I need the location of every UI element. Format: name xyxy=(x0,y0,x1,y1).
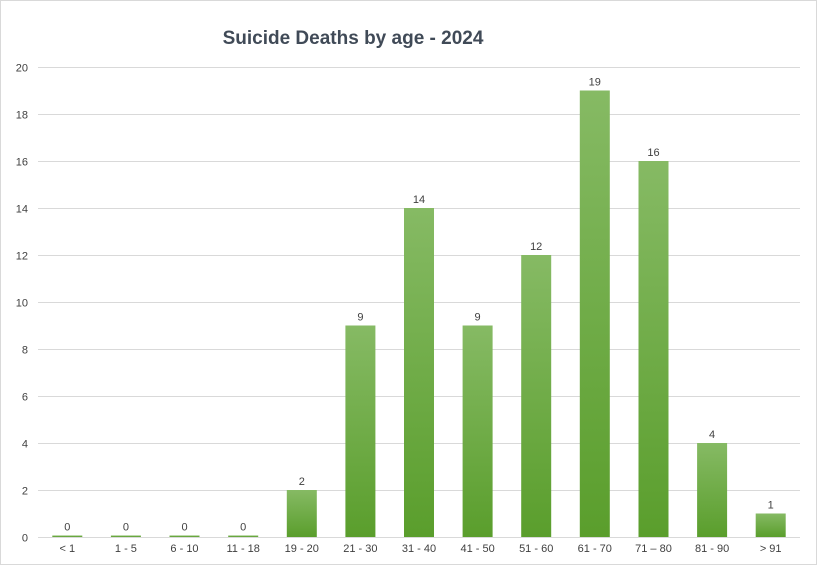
x-tick-label: 19 - 20 xyxy=(285,543,319,555)
data-label: 9 xyxy=(475,312,481,324)
x-tick-label: 61 - 70 xyxy=(578,543,612,555)
bars xyxy=(52,90,786,537)
y-tick-label: 20 xyxy=(16,63,28,75)
data-label: 9 xyxy=(357,312,363,324)
y-tick-label: 16 xyxy=(16,157,28,169)
bar xyxy=(286,490,317,537)
y-axis-ticks: 0 2 4 6 8 10 12 14 16 18 20 xyxy=(16,63,28,545)
data-label: 19 xyxy=(589,77,601,89)
y-tick-label: 10 xyxy=(16,298,28,310)
bar xyxy=(345,325,376,537)
x-axis-ticks: < 1 1 - 5 6 - 10 11 - 18 19 - 20 21 - 30 31 - … xyxy=(59,543,781,555)
bar xyxy=(404,208,434,537)
y-tick-label: 6 xyxy=(22,392,28,404)
bar xyxy=(169,535,200,537)
x-tick-label: 81 - 90 xyxy=(695,543,729,555)
data-label: 0 xyxy=(240,522,246,534)
data-label: 0 xyxy=(64,522,70,534)
bar xyxy=(110,535,141,537)
data-label: 16 xyxy=(647,147,659,159)
data-label: 0 xyxy=(181,522,187,534)
data-label: 14 xyxy=(413,194,425,206)
y-tick-label: 4 xyxy=(22,439,28,451)
bar xyxy=(521,255,552,537)
y-tick-label: 8 xyxy=(22,345,28,357)
data-label: 0 xyxy=(123,522,129,534)
x-tick-label: 51 - 60 xyxy=(519,543,553,555)
bar xyxy=(697,443,728,537)
y-tick-label: 12 xyxy=(16,251,28,263)
x-tick-label: 6 - 10 xyxy=(170,543,198,555)
y-tick-label: 18 xyxy=(16,110,28,122)
data-label: 12 xyxy=(530,241,542,253)
bar xyxy=(755,513,786,537)
x-tick-label: 31 - 40 xyxy=(402,543,436,555)
x-tick-label: 41 - 50 xyxy=(460,543,494,555)
bar xyxy=(579,90,610,537)
bar xyxy=(228,535,259,537)
y-tick-label: 14 xyxy=(16,204,28,216)
data-label: 1 xyxy=(768,500,774,512)
data-label: 4 xyxy=(709,429,715,441)
x-tick-label: 1 - 5 xyxy=(115,543,137,555)
x-tick-label: 11 - 18 xyxy=(226,543,259,555)
data-label: 2 xyxy=(299,476,305,488)
y-tick-label: 2 xyxy=(22,486,28,498)
y-tick-label: 0 xyxy=(22,533,28,545)
bar xyxy=(638,161,669,537)
x-tick-label: > 91 xyxy=(760,543,782,555)
x-tick-label: < 1 xyxy=(59,543,75,555)
chart-title: Suicide Deaths by age - 2024 xyxy=(222,28,484,49)
x-tick-label: 21 - 30 xyxy=(343,543,377,555)
data-labels: 0 0 0 0 2 9 14 9 12 19 16 4 1 xyxy=(64,77,774,534)
x-tick-label: 71 – 80 xyxy=(635,543,672,555)
bar xyxy=(462,325,493,537)
bar xyxy=(52,535,83,537)
